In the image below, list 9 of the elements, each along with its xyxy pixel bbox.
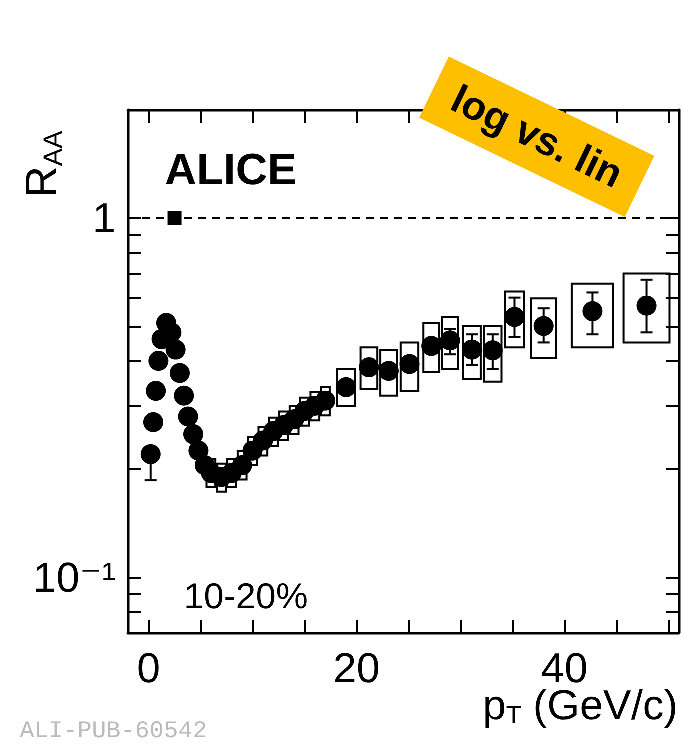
y-tick-label: 1: [92, 194, 116, 242]
x-tick-label: 0: [137, 644, 160, 692]
y-axis-title: RAA: [18, 130, 68, 198]
text: ALI-PUB-60542: [20, 718, 208, 746]
y-tick-label: 10⁻¹: [33, 554, 116, 601]
annotation: log vs. lin: [444, 77, 630, 197]
annotation: 10-20%: [184, 576, 308, 616]
x-tick-label: 20: [333, 644, 380, 692]
annotation: ALICE: [165, 146, 297, 194]
